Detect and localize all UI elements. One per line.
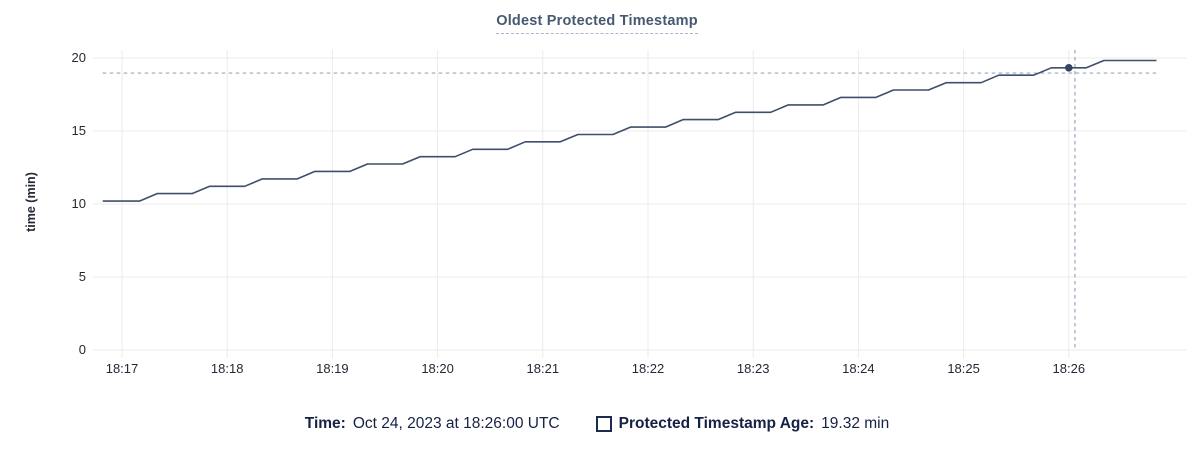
y-tick-label: 0 [78,342,86,357]
series-line [102,59,1157,202]
y-tick-label: 5 [78,269,86,284]
x-tick-label: 18:22 [631,361,665,376]
x-tick-label: 18:20 [421,361,454,376]
x-tick-label: 18:18 [210,361,244,376]
hover-legend: Time: Oct 24, 2023 at 18:26:00 UTC Prote… [0,415,1194,433]
x-tick-label: 18:19 [316,361,349,376]
x-tick-label: 18:23 [736,361,770,376]
x-tick-label: 18:25 [947,361,980,376]
x-tick-label: 18:26 [1052,361,1086,376]
time-value: Oct 24, 2023 at 18:26:00 UTC [352,415,560,432]
chart-title-row: Oldest Protected Timestamp [0,12,1194,34]
series-value: 19.32 min [821,415,890,432]
series-checkbox[interactable] [595,416,612,432]
y-tick-label: 10 [71,196,86,211]
x-tick-label: 18:17 [105,361,139,376]
y-tick-label: 20 [71,50,86,65]
y-tick-label: 15 [71,123,86,138]
time-label: Time: [304,415,346,432]
hover-dot [1065,63,1073,72]
series-label: Protected Timestamp Age: [618,415,815,432]
x-tick-label: 18:21 [526,361,560,376]
chart-title[interactable]: Oldest Protected Timestamp [496,13,698,34]
x-tick-label: 18:24 [842,361,875,376]
